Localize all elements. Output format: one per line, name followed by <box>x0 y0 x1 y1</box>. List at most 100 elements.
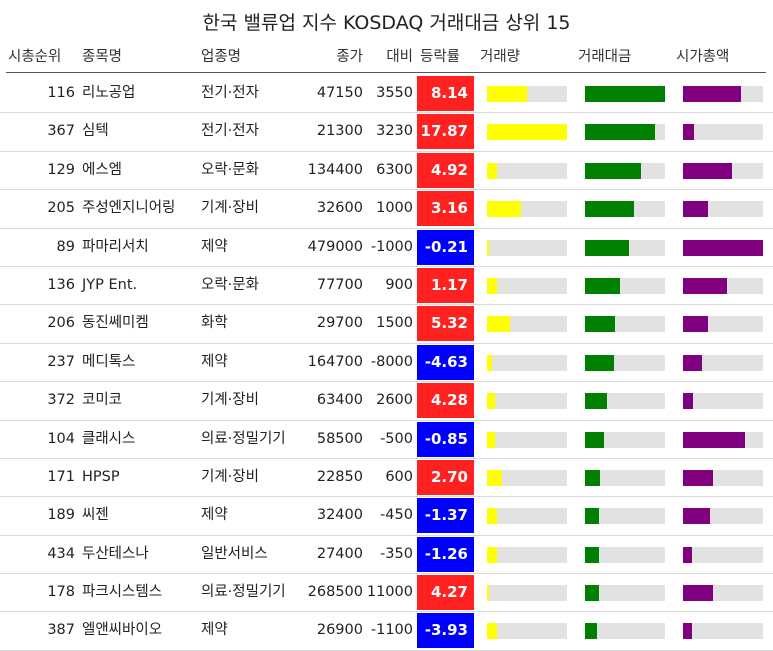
close-price-cell: 22850 <box>316 468 363 485</box>
sector-cell: 의료·정밀기기 <box>201 584 286 601</box>
table-row: 205 주성엔지니어링 기계·장비 32600 1000 3.16 <box>0 190 773 229</box>
volume-bar-track <box>487 316 567 333</box>
table-row: 189 씨젠 제약 32400 -450 -1.37 <box>0 497 773 536</box>
cap-bar-track <box>683 585 763 602</box>
rate-up-badge: 17.87 <box>417 114 474 150</box>
table-row: 237 메디톡스 제약 164700 -8000 -4.63 <box>0 344 773 383</box>
close-price-cell: 27400 <box>316 545 363 562</box>
table-row: 178 파크시스템스 의료·정밀기기 268500 11000 4.27 <box>0 574 773 613</box>
close-price-cell: 21300 <box>316 123 363 140</box>
cap-bar-track <box>683 277 763 294</box>
cap-bar-track <box>683 623 763 640</box>
rate-up-badge: 8.14 <box>417 76 474 111</box>
rank-cell: 206 <box>47 315 75 332</box>
cap-bar <box>683 585 714 602</box>
cap-bar <box>683 508 711 525</box>
table-row: 116 리노공업 전기·전자 47150 3550 8.14 <box>0 75 773 114</box>
table-row: 129 에스엠 오락·문화 134400 6300 4.92 <box>0 152 773 191</box>
close-price-cell: 29700 <box>316 315 363 332</box>
volume-bar <box>487 431 495 448</box>
sector-cell: 기계·장비 <box>201 200 259 217</box>
amount-bar <box>585 162 641 179</box>
table-row: 89 파마리서치 제약 479000 -1000 -0.21 <box>0 229 773 267</box>
chart-title: 한국 밸류업 지수 KOSDAQ 거래대금 상위 15 <box>202 12 571 34</box>
header-cap: 시가총액 <box>676 49 730 65</box>
close-price-cell: 134400 <box>307 161 363 178</box>
sector-cell: 오락·문화 <box>201 161 259 178</box>
rate-up-badge: 3.16 <box>417 191 474 227</box>
header-divider <box>6 72 766 73</box>
header-name: 종목명 <box>82 49 123 65</box>
amount-bar <box>585 124 656 141</box>
cap-bar-track <box>683 393 763 410</box>
volume-bar-track <box>487 585 567 602</box>
table-row: 136 JYP Ent. 오락·문화 77700 900 1.17 <box>0 267 773 306</box>
rank-cell: 178 <box>47 584 75 601</box>
cap-bar-track <box>683 86 763 102</box>
change-cell: -1000 <box>370 238 413 255</box>
rate-up-badge: 2.70 <box>417 459 474 495</box>
change-cell: 1000 <box>376 200 413 217</box>
amount-bar <box>585 393 607 410</box>
rate-up-badge: 4.92 <box>417 152 474 188</box>
rank-cell: 89 <box>56 238 75 255</box>
cap-bar <box>683 546 692 563</box>
stock-name-cell: 파마리서치 <box>82 238 149 255</box>
header-price: 종가 <box>336 49 363 65</box>
sector-cell: 오락·문화 <box>201 276 259 293</box>
rank-cell: 171 <box>47 468 75 485</box>
volume-bar <box>487 201 522 218</box>
volume-bar <box>487 469 503 486</box>
sector-cell: 기계·장비 <box>201 392 259 409</box>
change-cell: 1500 <box>376 315 413 332</box>
volume-bar-track <box>487 431 567 448</box>
amount-bar <box>585 623 597 640</box>
header-diff: 대비 <box>386 49 413 65</box>
header-sector: 업종명 <box>201 49 242 65</box>
stock-name-cell: 파크시스템스 <box>82 584 163 601</box>
close-price-cell: 479000 <box>307 238 363 255</box>
stock-name-cell: 씨젠 <box>82 507 109 524</box>
stock-name-cell: 주성엔지니어링 <box>82 200 176 217</box>
rate-down-badge: -3.93 <box>417 613 474 649</box>
rank-cell: 372 <box>47 392 75 409</box>
header-rank: 시총순위 <box>8 49 62 65</box>
change-rate-label: -0.21 <box>424 237 468 256</box>
rank-cell: 205 <box>47 200 75 217</box>
amount-bar-track <box>585 508 665 525</box>
change-rate-label: 4.27 <box>430 583 468 602</box>
stock-name-cell: 리노공업 <box>82 85 136 101</box>
stock-name-cell: 엘앤씨바이오 <box>82 622 163 639</box>
cap-bar-track <box>683 124 763 141</box>
volume-bar <box>487 585 489 602</box>
change-rate-label: -1.37 <box>424 506 468 525</box>
rank-cell: 367 <box>47 123 75 140</box>
sector-cell: 전기·전자 <box>201 85 259 101</box>
amount-bar-track <box>585 431 665 448</box>
amount-bar-track <box>585 86 665 102</box>
cap-bar-track <box>683 508 763 525</box>
stock-name-cell: HPSP <box>82 468 120 485</box>
amount-bar <box>585 585 599 602</box>
amount-bar-track <box>585 546 665 563</box>
amount-bar <box>585 277 621 294</box>
change-cell: -450 <box>380 507 413 524</box>
rank-cell: 189 <box>47 507 75 524</box>
cap-bar <box>683 316 708 333</box>
change-cell: 900 <box>385 276 413 293</box>
change-cell: 3550 <box>376 85 413 101</box>
table-row: 387 엘앤씨바이오 제약 26900 -1100 -3.93 <box>0 612 773 651</box>
change-rate-label: 4.92 <box>430 160 468 179</box>
cap-bar <box>683 277 727 294</box>
amount-bar <box>585 546 599 563</box>
amount-bar <box>585 469 601 486</box>
cap-bar <box>683 623 692 640</box>
volume-bar <box>487 316 511 333</box>
amount-bar-track <box>585 354 665 371</box>
volume-bar-track <box>487 239 567 256</box>
sector-cell: 의료·정밀기기 <box>201 430 286 447</box>
volume-bar-track <box>487 86 567 102</box>
volume-bar <box>487 162 497 179</box>
table-row: 206 동진쎄미켐 화학 29700 1500 5.32 <box>0 305 773 344</box>
volume-bar-track <box>487 124 567 141</box>
